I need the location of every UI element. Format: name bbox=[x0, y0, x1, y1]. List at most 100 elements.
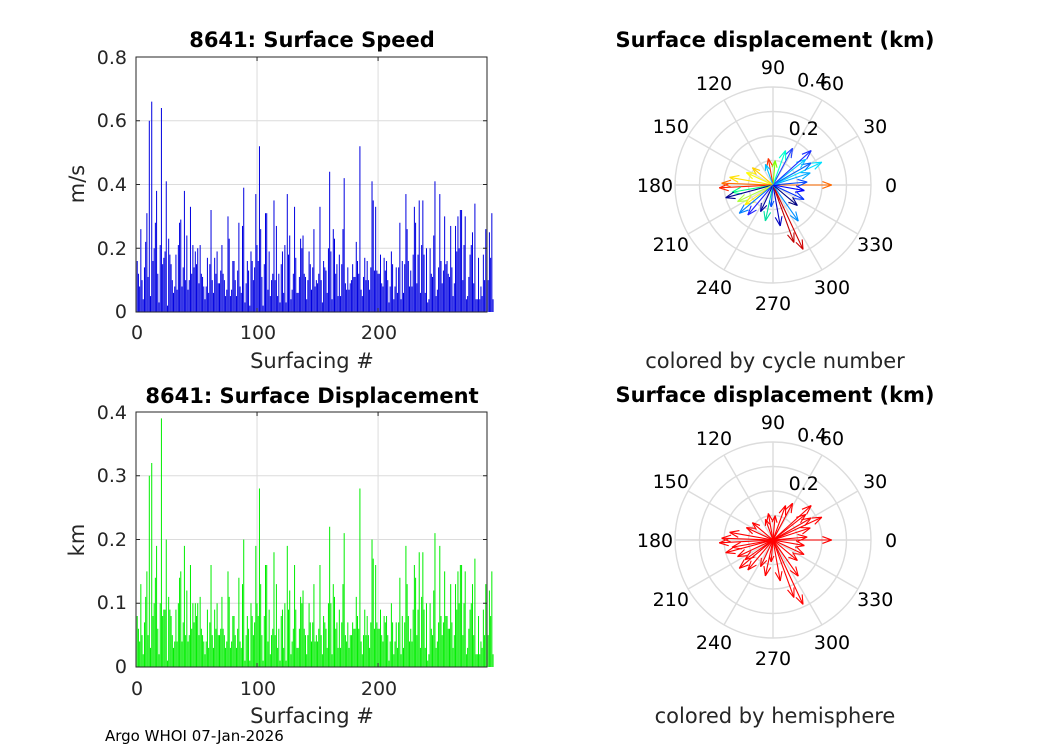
bar bbox=[474, 203, 476, 313]
displacement-arrow bbox=[772, 539, 795, 598]
bar bbox=[295, 257, 297, 312]
bar bbox=[307, 280, 309, 313]
bar bbox=[280, 616, 282, 667]
bar bbox=[320, 280, 322, 313]
bar bbox=[451, 267, 453, 313]
polar-angle-label: 270 bbox=[755, 293, 791, 315]
displacement-ytick-label: 0 bbox=[115, 656, 127, 678]
bar bbox=[452, 647, 454, 668]
bar bbox=[361, 654, 363, 667]
bar bbox=[484, 635, 486, 668]
bar bbox=[451, 622, 453, 668]
bar bbox=[394, 641, 396, 667]
bar bbox=[248, 270, 250, 312]
bar bbox=[174, 286, 176, 312]
bar bbox=[136, 616, 138, 667]
bar bbox=[216, 603, 218, 667]
bar bbox=[338, 254, 340, 313]
polar-spoke bbox=[687, 490, 774, 541]
bar bbox=[482, 254, 484, 313]
bar bbox=[227, 216, 229, 313]
bar bbox=[232, 261, 234, 312]
bar bbox=[377, 273, 379, 312]
bar bbox=[419, 647, 421, 668]
bar bbox=[422, 200, 424, 312]
bar bbox=[189, 206, 191, 312]
bar bbox=[231, 289, 233, 312]
bar bbox=[286, 545, 288, 668]
bar bbox=[416, 635, 418, 668]
bar bbox=[490, 616, 492, 667]
bar bbox=[152, 261, 154, 312]
bar bbox=[379, 609, 381, 668]
bar bbox=[175, 609, 177, 668]
bar bbox=[402, 292, 404, 313]
bar bbox=[254, 622, 256, 668]
bar bbox=[335, 628, 337, 667]
bar bbox=[228, 238, 230, 312]
bar bbox=[226, 289, 228, 312]
footer-credit: Argo WHOI 07-Jan-2026 bbox=[105, 727, 284, 745]
bar bbox=[255, 194, 257, 312]
bar bbox=[387, 635, 389, 668]
bar bbox=[467, 647, 469, 668]
bar bbox=[150, 647, 152, 668]
displacement-arrow bbox=[764, 163, 774, 186]
bar bbox=[359, 488, 361, 667]
bar bbox=[165, 181, 167, 312]
bar bbox=[227, 571, 229, 668]
bar bbox=[314, 286, 316, 312]
bar bbox=[360, 641, 362, 667]
displacement-arrow bbox=[772, 150, 787, 186]
bar bbox=[398, 267, 400, 313]
polar-angle-label: 210 bbox=[653, 589, 689, 611]
polar-radius-label: 0.4 bbox=[797, 70, 827, 92]
bar bbox=[265, 565, 267, 667]
bar bbox=[146, 213, 148, 312]
bar bbox=[492, 299, 494, 312]
bar bbox=[389, 641, 391, 667]
bar bbox=[325, 270, 327, 312]
bar bbox=[453, 635, 455, 668]
bar bbox=[482, 609, 484, 668]
displacement-xtick-label: 200 bbox=[361, 678, 397, 700]
bar bbox=[243, 187, 245, 312]
bar bbox=[171, 280, 173, 313]
bar bbox=[354, 276, 356, 312]
bar bbox=[150, 296, 152, 312]
bar bbox=[226, 641, 228, 667]
polar-spoke bbox=[723, 539, 774, 626]
bar bbox=[194, 251, 196, 312]
bar bbox=[153, 603, 155, 667]
displacement-arrow bbox=[773, 181, 832, 189]
bar bbox=[140, 584, 142, 668]
bar bbox=[285, 660, 287, 668]
bar bbox=[463, 603, 465, 667]
bar bbox=[216, 251, 218, 312]
bar bbox=[346, 289, 348, 312]
bar bbox=[210, 565, 212, 667]
bar bbox=[261, 276, 263, 312]
displacement-ytick-label: 0.1 bbox=[97, 592, 127, 614]
bar bbox=[208, 292, 210, 313]
bar bbox=[177, 245, 179, 312]
bar bbox=[302, 590, 304, 667]
bar bbox=[317, 283, 319, 312]
bar bbox=[384, 622, 386, 668]
bar bbox=[462, 280, 464, 313]
bar bbox=[245, 283, 247, 312]
bar bbox=[137, 628, 139, 667]
bar bbox=[250, 251, 252, 312]
bar bbox=[304, 276, 306, 312]
bar bbox=[350, 635, 352, 668]
bar bbox=[324, 622, 326, 668]
bar bbox=[223, 635, 225, 668]
bar bbox=[413, 565, 415, 667]
bar bbox=[284, 245, 286, 312]
bar bbox=[156, 545, 158, 668]
bar bbox=[432, 276, 434, 312]
displacement-arrow bbox=[772, 502, 794, 541]
bar bbox=[479, 654, 481, 667]
bar bbox=[261, 635, 263, 668]
polar-spoke bbox=[723, 454, 774, 541]
